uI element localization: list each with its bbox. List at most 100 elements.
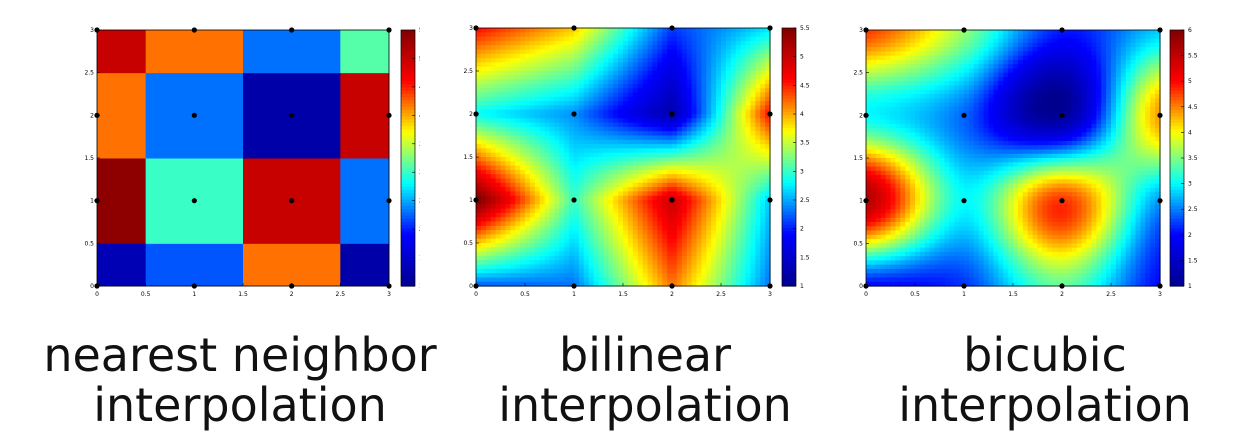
heatmap-cell [672, 225, 678, 231]
heatmap-cell [964, 89, 970, 95]
heatmap-cell [637, 200, 644, 205]
heatmap-cell [578, 96, 585, 102]
heatmap-cell [740, 161, 747, 167]
heatmap-cell [510, 208, 516, 214]
heatmap-cell [1027, 64, 1034, 69]
heatmap-cell [623, 204, 629, 210]
heatmap-cell [510, 260, 516, 266]
heatmap-cell [495, 243, 502, 248]
heatmap-cell [875, 98, 882, 104]
heatmap-cell [559, 204, 565, 210]
heatmap-cell [569, 75, 575, 81]
heatmap-cell [696, 62, 702, 68]
heatmap-cell [583, 144, 590, 149]
heatmap-cell [534, 178, 541, 184]
heatmap-cell [574, 135, 580, 141]
heatmap-cell [534, 208, 541, 214]
heatmap-cell [490, 217, 497, 223]
heatmap-cell [672, 83, 678, 89]
heatmap-cell [490, 126, 497, 132]
heatmap-cell [765, 221, 771, 227]
heatmap-cell [721, 217, 727, 223]
heatmap-cell [1130, 42, 1137, 48]
heatmap-cell [1101, 42, 1107, 48]
heatmap-cell [1008, 38, 1014, 44]
heatmap-cell [623, 131, 629, 137]
heatmap-cell [1086, 47, 1092, 52]
heatmap-cell [559, 114, 565, 119]
heatmap-cell [480, 260, 487, 266]
heatmap-cell [627, 165, 634, 171]
heatmap-cell [706, 195, 712, 201]
heatmap-cell [647, 45, 653, 51]
heatmap-cell [954, 38, 960, 44]
heatmap-cell [642, 200, 649, 205]
heatmap-cell [598, 71, 604, 76]
heatmap-cell [559, 28, 565, 33]
heatmap-cell [755, 58, 761, 63]
heatmap-cell [716, 118, 722, 124]
heatmap-cell [559, 40, 565, 46]
heatmap-cell [549, 83, 555, 89]
heatmap-cell [588, 122, 595, 128]
heatmap-cell [652, 126, 658, 132]
heatmap-cell [627, 45, 634, 51]
heatmap-cell [681, 101, 688, 106]
heatmap-cell [711, 217, 717, 223]
heatmap-cell [711, 187, 717, 192]
heatmap-cell [915, 94, 921, 99]
heatmap-cell [578, 277, 585, 283]
heatmap-cell [745, 66, 751, 72]
colorbar-tick-label: 2 [419, 226, 420, 233]
heatmap-cell [978, 68, 985, 74]
heatmap-cell [569, 83, 575, 89]
heatmap-cell [569, 88, 575, 94]
heatmap-cell [510, 114, 516, 119]
heatmap-cell [760, 96, 766, 102]
heatmap-cell [696, 268, 702, 274]
heatmap-cell [1037, 34, 1043, 40]
heatmap-cell [544, 148, 551, 154]
heatmap-cell [765, 225, 771, 231]
heatmap-cell [905, 102, 911, 108]
heatmap-cell [608, 251, 614, 257]
heatmap-cell [735, 281, 742, 287]
heatmap-cell [910, 64, 916, 69]
heatmap-cell [657, 221, 663, 227]
colorbar-segment [782, 250, 796, 255]
heatmap-cell [745, 238, 751, 244]
heatmap-cell [1042, 51, 1048, 57]
heatmap-cell [485, 234, 492, 240]
heatmap-cell [588, 243, 595, 248]
heatmap-cell [515, 92, 521, 98]
heatmap-cell [1111, 38, 1117, 44]
heatmap-cell [520, 83, 526, 89]
heatmap-cell [1032, 98, 1039, 104]
heatmap-cell [564, 49, 570, 55]
heatmap-cell [613, 277, 619, 283]
heatmap-cell [603, 178, 609, 184]
heatmap-cell [701, 230, 707, 235]
heatmap-cell [569, 131, 575, 137]
heatmap-cell [760, 178, 766, 184]
heatmap-cell [652, 32, 658, 38]
heatmap-cell [915, 81, 921, 87]
heatmap-cell [662, 230, 668, 235]
heatmap-cell [1047, 72, 1053, 78]
heatmap-cell [505, 131, 511, 137]
heatmap-cell [578, 40, 585, 46]
heatmap-cell [476, 152, 482, 158]
heatmap-cell [510, 157, 516, 162]
heatmap-cell [716, 277, 722, 283]
heatmap-cell [701, 135, 707, 141]
heatmap-cell [1140, 94, 1146, 99]
heatmap-cell [676, 88, 683, 94]
heatmap-cell [608, 260, 614, 266]
heatmap-cell [534, 118, 541, 124]
heatmap-cell [676, 204, 683, 210]
heatmap-cell [603, 264, 609, 270]
heatmap-cell [1081, 47, 1088, 52]
colorbar-segment [401, 270, 415, 274]
heatmap-cell [544, 75, 551, 81]
heatmap-cell [642, 118, 649, 124]
